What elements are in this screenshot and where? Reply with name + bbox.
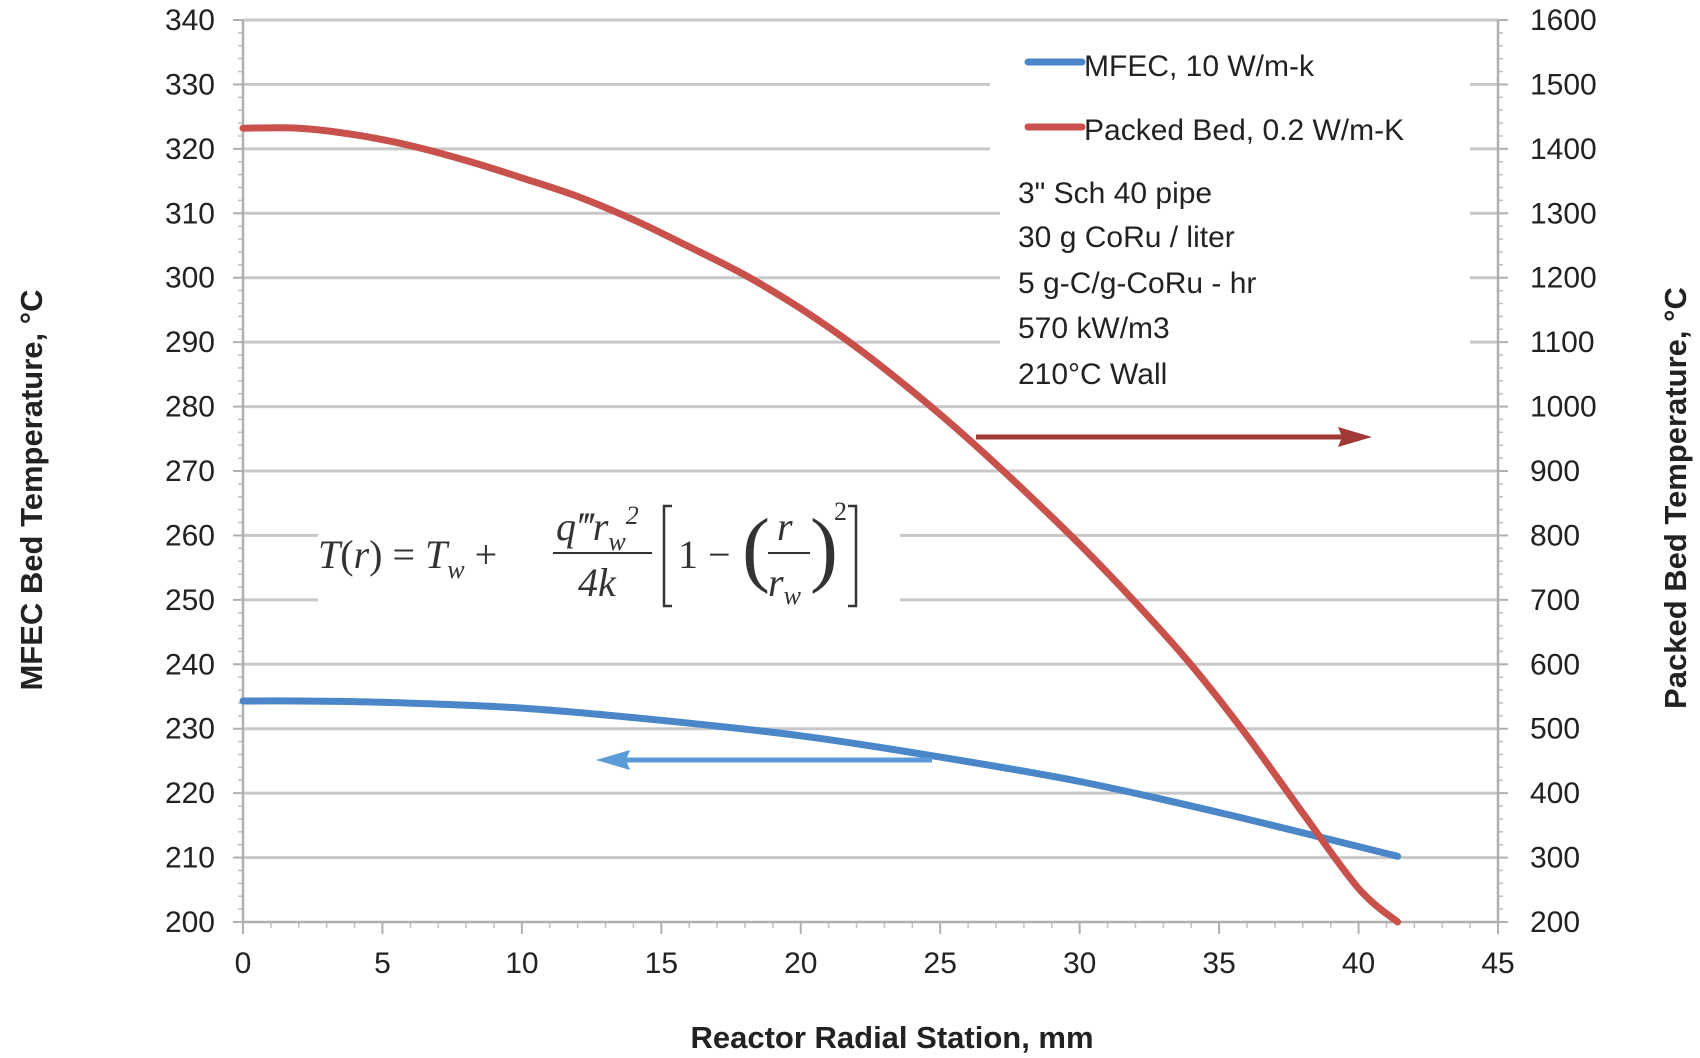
y-right-tick-label: 1500 bbox=[1530, 68, 1597, 101]
y-right-tick-label: 1200 bbox=[1530, 262, 1597, 295]
svg-text:T(r) = Tw +: T(r) = Tw + bbox=[318, 532, 497, 584]
y-left-tick-label: 220 bbox=[165, 777, 215, 810]
y-left-tick-label: 290 bbox=[165, 326, 215, 359]
y-left-tick-label: 230 bbox=[165, 713, 215, 746]
x-tick-label: 5 bbox=[374, 947, 391, 980]
y-right-tick-label: 500 bbox=[1530, 713, 1580, 746]
condition-notes: 3" Sch 40 pipe 30 g CoRu / liter 5 g-C/g… bbox=[1018, 177, 1256, 391]
y-right-tick-label: 400 bbox=[1530, 777, 1580, 810]
y-left-tick-label: 260 bbox=[165, 519, 215, 552]
legend-label-mfec: MFEC, 10 W/m-k bbox=[1084, 50, 1315, 83]
y-left-tick-label: 320 bbox=[165, 133, 215, 166]
axis-arrow-left bbox=[596, 750, 932, 770]
y-right-tick-label: 200 bbox=[1530, 906, 1580, 939]
x-tick-label: 45 bbox=[1481, 947, 1514, 980]
svg-text:q‴rw2: q‴rw2 bbox=[556, 501, 639, 556]
series-line-packed-bed bbox=[239, 124, 1402, 926]
y-left-tick-label: 340 bbox=[165, 4, 215, 37]
svg-text:4k: 4k bbox=[578, 560, 617, 605]
svg-text:(: ( bbox=[742, 502, 770, 595]
note-heat: 570 kW/m3 bbox=[1018, 312, 1170, 345]
y-right-tick-label: 1100 bbox=[1530, 326, 1595, 359]
y-left-tick-label: 310 bbox=[165, 197, 215, 230]
axis-arrow-right bbox=[976, 427, 1372, 447]
x-tick-label: 0 bbox=[235, 947, 252, 980]
y-right-tick-label: 300 bbox=[1530, 842, 1580, 875]
y-left-tick-label: 200 bbox=[165, 906, 215, 939]
y-left-tick-label: 210 bbox=[165, 842, 215, 875]
svg-text:r: r bbox=[777, 504, 793, 549]
y-right-tick-label: 900 bbox=[1530, 455, 1580, 488]
y-right-tick-label: 600 bbox=[1530, 648, 1580, 681]
notes-background bbox=[1000, 170, 1470, 402]
x-tick-label: 15 bbox=[645, 947, 678, 980]
y-left-tick-label: 240 bbox=[165, 648, 215, 681]
note-loading: 30 g CoRu / liter bbox=[1018, 221, 1235, 254]
y-right-tick-label: 1600 bbox=[1530, 4, 1597, 37]
y-left-tick-label: 280 bbox=[165, 391, 215, 424]
y-right-tick-label: 1000 bbox=[1530, 391, 1597, 424]
svg-text:2: 2 bbox=[834, 497, 847, 526]
x-tick-label: 10 bbox=[505, 947, 538, 980]
x-tick-label: 35 bbox=[1202, 947, 1235, 980]
y-left-tick-label: 270 bbox=[165, 455, 215, 488]
legend: MFEC, 10 W/m-k Packed Bed, 0.2 W/m-K bbox=[1024, 50, 1404, 147]
y-right-tick-label: 700 bbox=[1530, 584, 1580, 617]
y-left-tick-label: 300 bbox=[165, 262, 215, 295]
note-wall: 210°C Wall bbox=[1018, 358, 1167, 391]
heat-equation: T(r) = Tw + q‴rw2 4k 1 − ( r rw ) 2 bbox=[318, 497, 858, 610]
y-axis-title-left: MFEC Bed Temperature, °C bbox=[14, 289, 49, 690]
note-pipe: 3" Sch 40 pipe bbox=[1018, 177, 1212, 210]
svg-text:1 −: 1 − bbox=[678, 532, 731, 577]
y-left-tick-label: 250 bbox=[165, 584, 215, 617]
x-tick-label: 20 bbox=[784, 947, 817, 980]
y-right-tick-label: 800 bbox=[1530, 519, 1580, 552]
legend-label-packed-bed: Packed Bed, 0.2 W/m-K bbox=[1084, 114, 1404, 147]
axes: 2002102202302402502602702802903003103203… bbox=[165, 4, 1597, 980]
x-axis-title: Reactor Radial Station, mm bbox=[690, 1020, 1093, 1055]
x-tick-label: 30 bbox=[1063, 947, 1096, 980]
y-axis-title-right: Packed Bed Temperature, °C bbox=[1658, 287, 1693, 709]
y-right-tick-label: 1400 bbox=[1530, 133, 1597, 166]
note-rate: 5 g-C/g-CoRu - hr bbox=[1018, 267, 1256, 300]
x-tick-label: 25 bbox=[924, 947, 957, 980]
svg-text:): ) bbox=[810, 502, 838, 595]
y-right-tick-label: 1300 bbox=[1530, 197, 1597, 230]
x-tick-label: 40 bbox=[1342, 947, 1375, 980]
series-line-mfec bbox=[239, 697, 1402, 860]
series-layer bbox=[239, 124, 1402, 926]
y-left-tick-label: 330 bbox=[165, 68, 215, 101]
